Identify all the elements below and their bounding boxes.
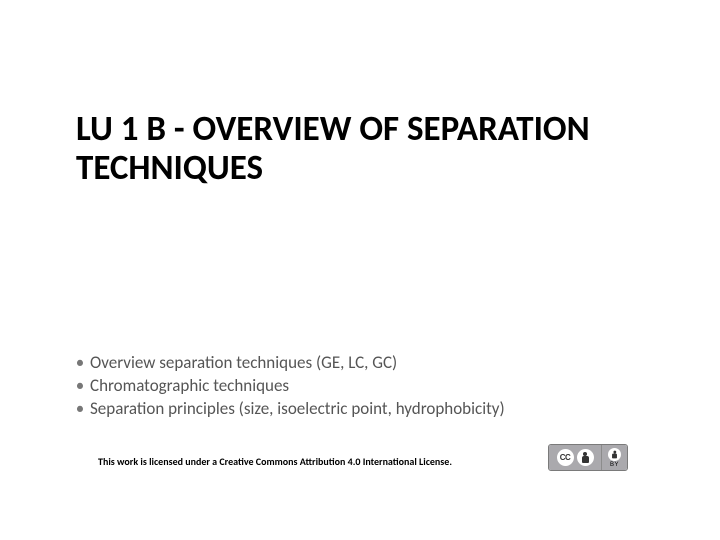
bullet-dot-icon: • xyxy=(70,352,90,375)
person-icon xyxy=(577,449,594,466)
list-item: • Separation principles (size, isoelectr… xyxy=(70,398,505,421)
by-label: BY xyxy=(610,462,619,468)
cc-badge-left: CC xyxy=(549,445,601,470)
cc-text: CC xyxy=(560,453,571,462)
license-text: This work is licensed under a Creative C… xyxy=(98,455,452,468)
bullet-dot-icon: • xyxy=(70,398,90,421)
cc-badge-right: BY xyxy=(601,445,627,470)
person-icon xyxy=(608,448,621,461)
bullet-text: Overview separation techniques (GE, LC, … xyxy=(90,352,397,375)
list-item: • Chromatographic techniques xyxy=(70,375,505,398)
cc-logo-icon: CC xyxy=(557,449,574,466)
slide: LU 1 B - OVERVIEW OF SEPARATION TECHNIQU… xyxy=(0,0,720,540)
footer: This work is licensed under a Creative C… xyxy=(98,455,452,468)
list-item: • Overview separation techniques (GE, LC… xyxy=(70,352,505,375)
bullet-list: • Overview separation techniques (GE, LC… xyxy=(70,352,505,421)
cc-by-badge: CC BY xyxy=(548,444,628,471)
bullet-text: Separation principles (size, isoelectric… xyxy=(90,398,505,421)
bullet-dot-icon: • xyxy=(70,375,90,398)
slide-title: LU 1 B - OVERVIEW OF SEPARATION TECHNIQU… xyxy=(76,110,656,188)
bullet-text: Chromatographic techniques xyxy=(90,375,289,398)
